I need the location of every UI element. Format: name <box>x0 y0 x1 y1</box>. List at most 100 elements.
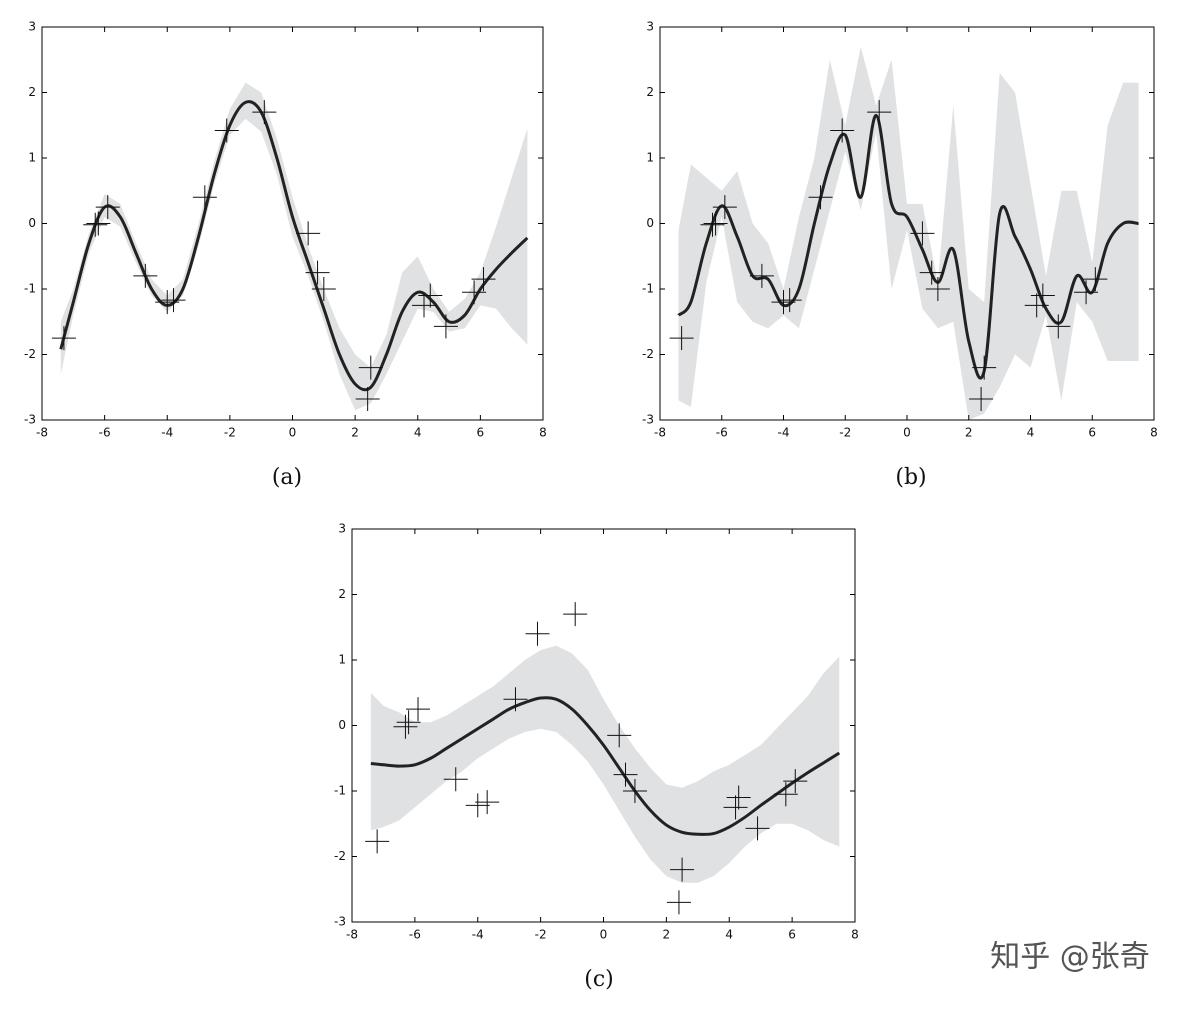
mean-line <box>370 696 841 836</box>
data-point <box>771 290 796 315</box>
y-tick-label: -3 <box>334 915 346 929</box>
x-tick-label: -4 <box>778 426 790 440</box>
y-tick-label: 2 <box>28 85 36 99</box>
x-tick-label: -4 <box>472 928 484 942</box>
panel-caption: (c) <box>584 967 614 992</box>
y-tick-label: 3 <box>28 20 36 34</box>
data-point <box>1024 293 1049 318</box>
x-tick-label: 0 <box>903 426 911 440</box>
confidence-band <box>370 645 840 883</box>
panel: -8 -6 -4 -2 0 2 4 6 8 -3 -2 -1 0 1 2 3 (c) <box>334 522 859 993</box>
data-point <box>726 785 751 810</box>
x-tick-label: 0 <box>600 928 608 942</box>
x-tick-label: 2 <box>351 426 359 440</box>
data-point <box>443 767 468 792</box>
data-point <box>830 118 855 143</box>
y-tick-label: 1 <box>28 151 36 165</box>
x-tick-label: 4 <box>414 426 422 440</box>
y-tick-label: 2 <box>338 587 346 601</box>
data-point <box>700 212 725 237</box>
watermark: 知乎 @张奇 <box>990 940 1150 975</box>
data-point <box>972 355 997 380</box>
data-point <box>83 212 108 237</box>
y-tick-label: -2 <box>24 347 36 361</box>
data-point <box>613 762 638 787</box>
data-point <box>525 621 550 646</box>
y-tick-label: 3 <box>646 20 654 34</box>
data-point <box>155 290 180 315</box>
data-point <box>925 277 950 301</box>
x-tick-label: -4 <box>161 426 173 440</box>
x-tick-label: 6 <box>1088 426 1096 440</box>
data-point <box>1030 283 1055 308</box>
data-point <box>86 211 111 236</box>
data-point <box>406 697 431 722</box>
data-point <box>563 602 588 627</box>
x-tick-label: 2 <box>663 928 671 942</box>
data-point <box>1046 314 1071 339</box>
x-tick-label: -6 <box>409 928 421 942</box>
x-tick-label: -6 <box>99 426 111 440</box>
data-point <box>465 793 490 818</box>
data-point <box>214 118 239 143</box>
y-tick-label: -1 <box>334 784 346 798</box>
data-point <box>311 277 336 301</box>
data-point <box>393 714 418 739</box>
plot-area <box>677 46 1139 420</box>
confidence-band <box>678 46 1139 420</box>
data-point <box>666 890 691 915</box>
y-tick-label: 1 <box>338 653 346 667</box>
y-tick-label: -1 <box>642 282 654 296</box>
data-point <box>749 263 774 288</box>
data-point <box>51 326 76 351</box>
x-tick-label: 2 <box>965 426 973 440</box>
data-point <box>471 267 496 292</box>
data-point <box>773 782 798 807</box>
y-tick-label: -1 <box>24 282 36 296</box>
data-point <box>133 263 158 288</box>
x-tick-label: -8 <box>654 426 666 440</box>
data-point <box>703 211 728 236</box>
x-tick-label: 8 <box>851 928 859 942</box>
plot-area <box>59 82 529 411</box>
data-point <box>433 314 458 339</box>
confidence-band <box>60 82 528 411</box>
x-tick-label: 8 <box>539 426 547 440</box>
data-point <box>670 857 695 882</box>
data-point <box>412 293 437 318</box>
data-point <box>365 829 390 854</box>
x-tick-label: 6 <box>477 426 485 440</box>
y-tick-label: -3 <box>642 413 654 427</box>
data-point <box>1083 267 1108 292</box>
data-point <box>418 283 443 308</box>
x-tick-label: 6 <box>788 928 796 942</box>
x-tick-label: -2 <box>224 426 236 440</box>
panel: -8 -6 -4 -2 0 2 4 6 8 -3 -2 -1 0 1 2 3 (a) <box>24 20 547 491</box>
data-point <box>305 260 330 285</box>
data-point <box>396 710 421 735</box>
data-point <box>712 195 737 220</box>
data-point <box>910 221 935 246</box>
y-tick-label: -2 <box>642 347 654 361</box>
panel-caption: (b) <box>895 465 926 490</box>
x-tick-label: -8 <box>36 426 48 440</box>
data-point <box>161 288 186 313</box>
y-tick-label: -2 <box>334 849 346 863</box>
y-tick-label: 2 <box>646 85 654 99</box>
y-tick-label: 0 <box>28 216 36 230</box>
data-point <box>355 387 380 412</box>
data-point <box>192 185 217 210</box>
data-point <box>969 387 994 412</box>
y-tick-label: -3 <box>24 413 36 427</box>
data-point <box>783 769 808 794</box>
plot-area <box>370 645 841 883</box>
data-point <box>358 355 383 380</box>
data-point <box>1074 280 1099 305</box>
data-point <box>462 280 487 305</box>
x-tick-label: 8 <box>1150 426 1158 440</box>
data-point <box>252 100 277 125</box>
x-tick-label: 4 <box>1027 426 1035 440</box>
data-point <box>669 326 694 351</box>
data-point <box>867 100 892 125</box>
